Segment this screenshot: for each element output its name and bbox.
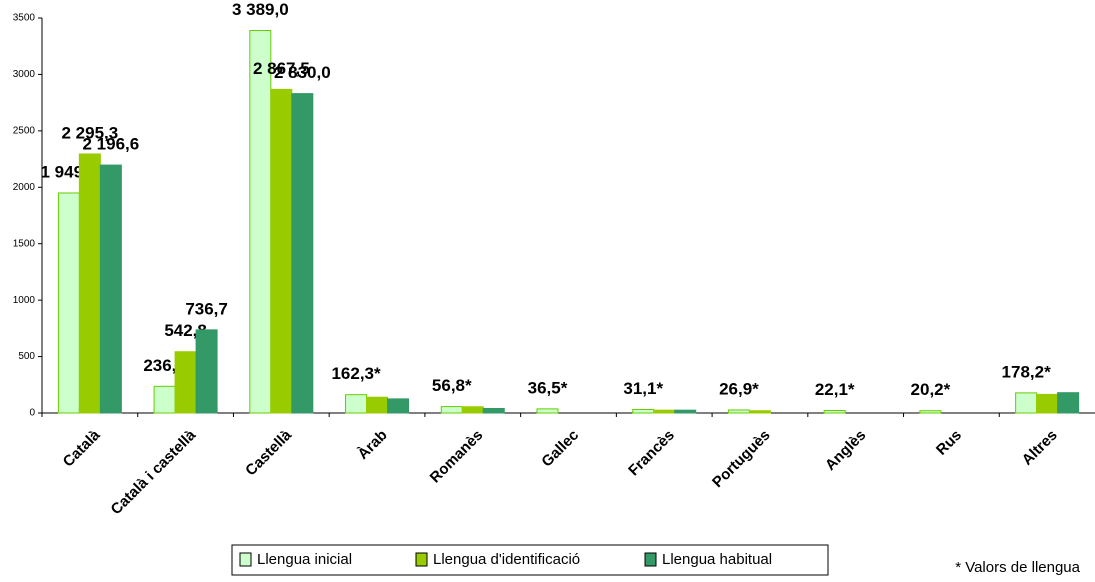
bar bbox=[1015, 392, 1038, 414]
y-tick-label: 3000 bbox=[13, 69, 36, 80]
bar bbox=[440, 406, 463, 414]
data-label: 3 389,0 bbox=[232, 0, 289, 19]
bar bbox=[727, 409, 750, 414]
bar bbox=[174, 351, 197, 414]
data-label: 2 830,0 bbox=[274, 63, 331, 82]
data-label: 26,9* bbox=[719, 379, 759, 398]
bar bbox=[195, 329, 218, 414]
data-label: 31,1* bbox=[623, 379, 663, 398]
x-tick-label: Gallec bbox=[538, 427, 582, 471]
x-tick-label: Altres bbox=[1019, 427, 1061, 469]
bar bbox=[270, 88, 293, 414]
bar bbox=[153, 385, 176, 414]
legend-label: Llengua d'identificació bbox=[433, 551, 580, 568]
footnote: * Valors de llengua bbox=[955, 559, 1080, 576]
bar bbox=[536, 408, 559, 414]
legend-swatch bbox=[415, 552, 428, 567]
x-tick-label: Francès bbox=[625, 427, 678, 480]
legend-box bbox=[231, 544, 829, 576]
bar bbox=[1036, 393, 1059, 414]
data-label: 736,7 bbox=[185, 299, 228, 318]
x-tick-label: Castellà bbox=[242, 426, 295, 479]
x-tick-label: Àrab bbox=[354, 427, 390, 463]
data-label: 2 196,6 bbox=[82, 135, 139, 154]
bar bbox=[674, 409, 697, 414]
x-tick-label: Català i castellà bbox=[108, 426, 200, 518]
bar bbox=[919, 410, 942, 414]
x-tick-label: Rus bbox=[933, 427, 965, 459]
bar bbox=[748, 410, 771, 414]
legend-label: Llengua habitual bbox=[662, 551, 772, 568]
data-label: 2 867,5 bbox=[253, 59, 310, 78]
y-tick-label: 1000 bbox=[13, 295, 36, 306]
bar bbox=[1057, 392, 1080, 414]
bar bbox=[823, 410, 846, 414]
bar bbox=[366, 396, 389, 414]
bar bbox=[99, 164, 122, 414]
bar bbox=[653, 409, 676, 414]
y-tick-label: 2500 bbox=[13, 125, 36, 136]
data-label: 178,2* bbox=[1002, 362, 1052, 381]
y-tick-label: 3500 bbox=[13, 13, 36, 24]
data-label: 22,1* bbox=[815, 380, 855, 399]
bar bbox=[78, 153, 101, 414]
x-tick-label: Portuguès bbox=[709, 427, 773, 491]
legend-label: Llengua inicial bbox=[257, 551, 352, 568]
data-label: 2 295,3 bbox=[61, 123, 118, 142]
x-tick-label: Anglès bbox=[822, 427, 869, 474]
data-label: 56,8* bbox=[432, 376, 472, 395]
data-label: 162,3* bbox=[331, 364, 381, 383]
bar bbox=[461, 406, 484, 414]
bar bbox=[291, 93, 314, 414]
bar bbox=[345, 394, 368, 414]
y-tick-label: 2000 bbox=[13, 182, 36, 193]
bar bbox=[57, 192, 80, 414]
data-label: 20,2* bbox=[911, 380, 951, 399]
bar bbox=[249, 30, 272, 414]
y-tick-label: 500 bbox=[18, 351, 35, 362]
x-tick-label: Català bbox=[60, 426, 104, 470]
y-tick-label: 1500 bbox=[13, 238, 36, 249]
data-label: 36,5* bbox=[528, 378, 568, 397]
legend-swatch bbox=[239, 552, 252, 567]
legend-swatch bbox=[644, 552, 657, 567]
y-tick-label: 0 bbox=[29, 408, 35, 419]
bar bbox=[482, 407, 505, 414]
bar bbox=[632, 408, 655, 414]
bar bbox=[387, 398, 410, 414]
x-tick-label: Romanès bbox=[427, 427, 487, 487]
